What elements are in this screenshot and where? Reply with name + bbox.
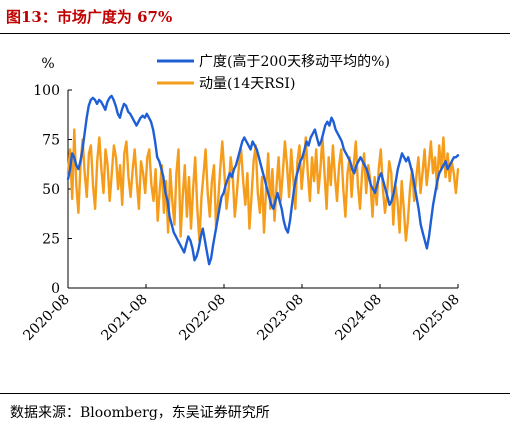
y-axis-unit-label: % xyxy=(41,56,54,72)
y-tick-label: 75 xyxy=(42,133,60,149)
x-tick-label: 2020-08 xyxy=(20,292,72,344)
x-tick-label: 2025-08 xyxy=(410,292,462,344)
chart-series xyxy=(66,94,460,266)
y-tick-label: 0 xyxy=(51,281,60,297)
figure-title: 图13：市场广度为 67% xyxy=(6,8,173,26)
source-note: 数据来源：Bloomberg，东吴证券研究所 xyxy=(10,405,270,421)
x-tick-label: 2021-08 xyxy=(98,292,150,344)
legend-label: 动量(14天RSI) xyxy=(199,76,295,92)
x-tick-label: 2022-08 xyxy=(176,292,228,344)
rsi-series-line xyxy=(66,128,460,242)
x-tick-label: 2023-08 xyxy=(254,292,306,344)
bottom-rule xyxy=(0,393,510,394)
breadth-series-line xyxy=(66,94,460,266)
y-tick-label: 50 xyxy=(42,182,60,198)
breadth-momentum-line-chart: 0 25 50 75 100% 2020-08 2021-08 2022-08 2023-08 2… xyxy=(20,53,462,344)
chart-legend: 广度(高于200天移动平均的%) 动量(14天RSI) xyxy=(157,53,390,92)
legend-label: 广度(高于200天移动平均的%) xyxy=(199,53,390,70)
x-tick-label: 2024-08 xyxy=(332,292,384,344)
y-tick-label: 25 xyxy=(42,232,60,248)
top-rule xyxy=(0,33,510,34)
y-tick-label: 100 xyxy=(33,83,60,99)
